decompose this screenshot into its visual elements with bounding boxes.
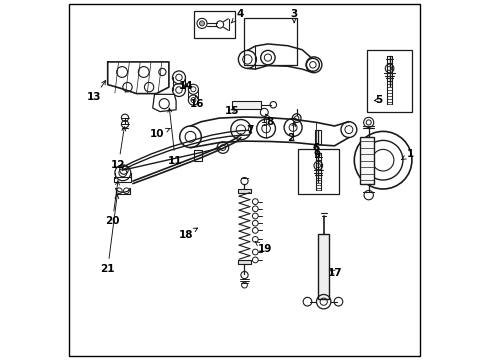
Text: 16: 16	[189, 95, 204, 109]
Bar	[194, 150, 202, 161]
Circle shape	[199, 21, 204, 26]
Text: 9: 9	[313, 150, 320, 160]
Text: 10: 10	[150, 128, 170, 139]
Text: 21: 21	[100, 194, 119, 274]
Text: 1: 1	[401, 149, 414, 159]
Bar	[244, 18, 296, 65]
Bar	[231, 101, 261, 109]
Text: 3: 3	[290, 9, 297, 23]
Bar	[114, 177, 131, 182]
Text: 12: 12	[111, 127, 125, 170]
Text: 14: 14	[179, 81, 193, 91]
Text: 7: 7	[246, 125, 253, 135]
Text: 15: 15	[224, 106, 239, 116]
Text: 19: 19	[255, 242, 272, 254]
Text: 8: 8	[265, 114, 273, 127]
Text: 4: 4	[231, 9, 243, 23]
Text: 20: 20	[105, 181, 120, 226]
Bar	[237, 189, 251, 193]
Bar	[315, 130, 321, 144]
Text: 5: 5	[374, 95, 381, 105]
Bar	[366, 50, 411, 112]
Text: 13: 13	[87, 81, 105, 102]
Bar	[237, 260, 251, 264]
Bar	[359, 137, 373, 184]
Text: 18: 18	[179, 228, 197, 240]
Text: 6: 6	[311, 143, 319, 153]
Bar	[297, 149, 339, 194]
Text: 17: 17	[327, 267, 342, 278]
Bar	[318, 234, 328, 299]
Bar	[194, 11, 235, 38]
Text: 2: 2	[286, 122, 295, 143]
Text: 11: 11	[167, 108, 182, 166]
